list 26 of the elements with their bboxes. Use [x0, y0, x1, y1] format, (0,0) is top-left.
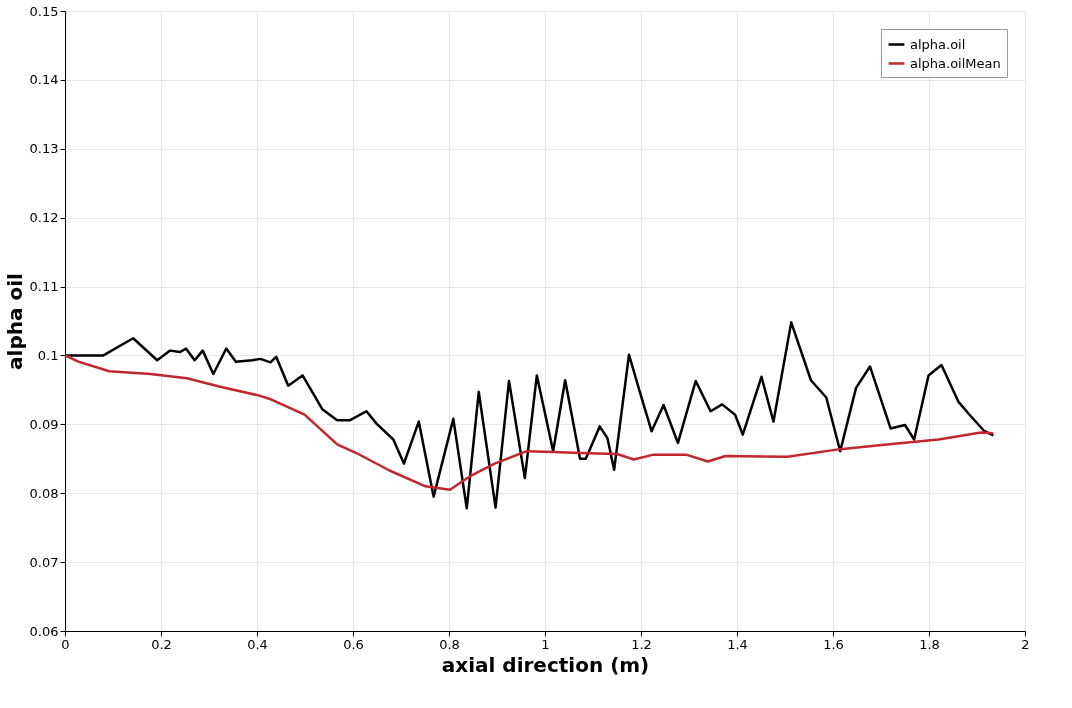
x-tick-label: 1.2	[631, 636, 652, 652]
x-tick-label: 2	[1021, 636, 1030, 652]
x-tick-label: 0.8	[439, 636, 460, 652]
x-tick-label: 0.6	[343, 636, 364, 652]
x-tick-label: 1.4	[727, 636, 748, 652]
legend-label: alpha.oil	[910, 36, 966, 52]
x-tick-label: 0.4	[247, 636, 268, 652]
y-tick-label: 0.13	[29, 141, 59, 157]
y-tick-label: 0.14	[29, 72, 59, 88]
x-tick-label: 0.2	[151, 636, 172, 652]
y-axis-title: alpha oil	[2, 273, 27, 370]
x-tick-label: 1.6	[823, 636, 844, 652]
x-tick-label: 0	[61, 636, 70, 652]
y-tick-label: 0.15	[29, 3, 59, 19]
x-tick-label: 1	[541, 636, 550, 652]
y-tick-label: 0.06	[29, 623, 59, 639]
y-tick-label: 0.12	[29, 210, 59, 226]
line-series	[63, 354, 995, 492]
legend-label: alpha.oilMean	[910, 55, 1001, 71]
x-tick-label: 1.8	[919, 636, 940, 652]
y-tick-label: 0.09	[29, 416, 59, 432]
y-tick-label: 0.1	[37, 347, 59, 363]
y-tick-label: 0.08	[29, 485, 59, 501]
y-tick-label: 0.07	[29, 554, 59, 570]
x-axis-title: axial direction (m)	[441, 652, 650, 677]
y-tick-label: 0.11	[29, 279, 59, 295]
